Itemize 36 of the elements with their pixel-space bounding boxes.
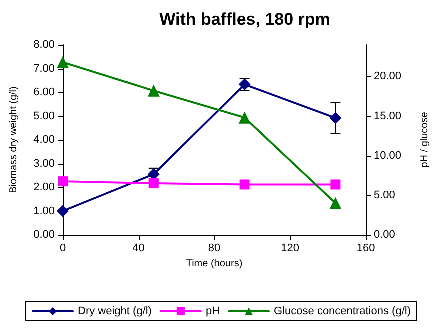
point [238, 112, 251, 124]
y2-tick-label: 15.00 [374, 110, 402, 122]
point [148, 178, 159, 189]
x-tick-label: 120 [281, 242, 300, 254]
y-tick-label: 4.00 [34, 134, 55, 146]
point [330, 197, 342, 210]
y-tick-label: 2.00 [34, 182, 55, 194]
chart-title: With baffles, 180 rpm [160, 10, 330, 29]
y-axis-title: Biomass dry weight (g/l) [8, 86, 20, 194]
legend-label: pH [206, 306, 220, 318]
y-tick-label: 3.00 [34, 158, 55, 170]
y-tick-label: 8.00 [34, 39, 55, 51]
y-tick-label: 6.00 [34, 86, 55, 98]
point [330, 112, 342, 124]
y2-axis-title: pH / glucose [420, 112, 430, 168]
x-tick-label: 40 [132, 242, 145, 254]
x-axis-title: Time (hours) [186, 258, 243, 270]
point [57, 56, 69, 68]
point [57, 205, 69, 218]
point [240, 180, 250, 190]
y-tick-label: 5.00 [34, 110, 55, 122]
legend-label: Dry weight (g/l) [78, 306, 152, 318]
point [148, 84, 160, 97]
y2-tick-label: 0.00 [374, 229, 396, 241]
y-tick-label: 7.00 [34, 62, 55, 75]
y-tick-label: 0.00 [34, 229, 55, 241]
y2-tick-label: 10.00 [374, 150, 402, 162]
y2-tick-label: 20.00 [374, 70, 402, 83]
y2-tick-label: 5.00 [374, 189, 396, 202]
x-tick-label: 0 [60, 242, 66, 254]
legend-label: Glucose concentrations (g/l) [274, 306, 411, 318]
x-tick-label: 80 [208, 242, 221, 254]
point [58, 176, 68, 187]
y-tick-label: 1.00 [34, 205, 55, 218]
point [330, 180, 341, 190]
x-tick-label: 160 [356, 242, 376, 254]
